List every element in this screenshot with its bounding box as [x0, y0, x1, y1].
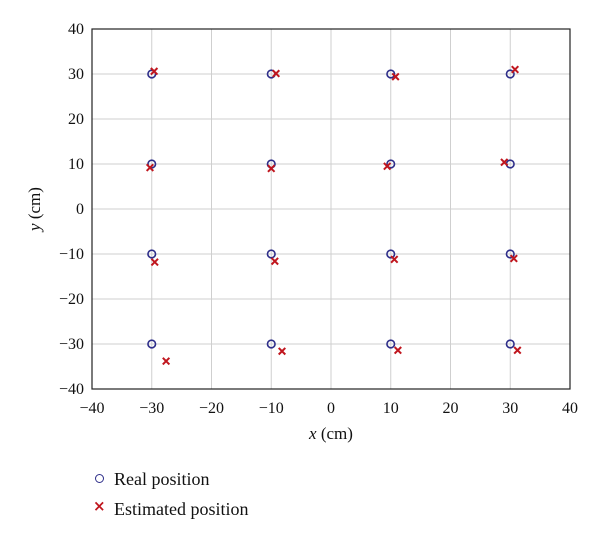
estimated-position-point [391, 72, 400, 81]
estimated-position-point [145, 163, 154, 172]
x-tick-label: −30 [139, 400, 164, 417]
y-tick-label: 10 [68, 156, 84, 173]
grid-layer [91, 28, 571, 390]
real-position-point [266, 339, 276, 349]
legend-label-estimated: Estimated position [114, 498, 249, 519]
estimated-position-point [511, 65, 520, 74]
tick-labels: −40 −30 −20 −10 0 10 20 30 40 40 30 20 10 0 −10 −20 −30 −… [59, 21, 578, 417]
x-axis-unit: (cm) [321, 424, 353, 443]
y-tick-label: 30 [68, 66, 84, 83]
real-position-point [505, 249, 515, 259]
estimated-position-point [500, 158, 509, 167]
circle-marker-icon [92, 469, 114, 489]
real-position-point [386, 69, 396, 79]
estimated-position-point [272, 69, 281, 78]
x-marker-icon: × [93, 497, 106, 515]
real-position-point [147, 339, 157, 349]
x-axis-variable: x [308, 424, 317, 443]
real-position-point [386, 249, 396, 259]
x-tick-label: 40 [562, 400, 578, 417]
real-position-point [147, 249, 157, 259]
y-axis-label: y (cm) [25, 187, 44, 233]
x-tick-label: −20 [199, 400, 224, 417]
real-position-point [147, 159, 157, 169]
x-tick-label: 20 [443, 400, 459, 417]
data-points [145, 65, 522, 366]
x-tick-label: −40 [79, 400, 104, 417]
x-tick-label: 0 [327, 400, 335, 417]
y-tick-label: 40 [68, 21, 84, 38]
estimated-position-point [277, 347, 287, 356]
estimated-position-point [150, 67, 159, 76]
real-position-point [505, 69, 515, 79]
x-tick-label: −10 [259, 400, 284, 417]
y-tick-label: −40 [59, 381, 84, 398]
legend-label-real: Real position [114, 468, 210, 489]
real-position-point [266, 249, 276, 259]
real-position-point [386, 339, 396, 349]
x-tick-label: 30 [502, 400, 518, 417]
estimated-position-point [509, 254, 518, 263]
y-tick-label: −20 [59, 291, 84, 308]
y-axis-unit: (cm) [25, 187, 44, 219]
estimated-position-point [513, 346, 522, 355]
y-tick-label: −30 [59, 336, 84, 353]
estimated-position-point [383, 162, 392, 171]
y-tick-label: −10 [59, 246, 84, 263]
legend-item-real: Real position [92, 464, 249, 494]
estimated-position-point [390, 255, 399, 264]
estimated-position-point [393, 346, 402, 355]
estimated-position-point [267, 164, 276, 173]
y-tick-label: 0 [76, 201, 84, 218]
estimated-position-point [150, 258, 159, 267]
legend-item-estimated: × Estimated position [92, 494, 249, 524]
x-tick-label: 10 [383, 400, 399, 417]
real-position-point [386, 159, 396, 169]
estimated-position-point [270, 257, 279, 266]
y-tick-label: 20 [68, 111, 84, 128]
legend: Real position × Estimated position [92, 464, 249, 524]
real-position-point [505, 339, 515, 349]
plot-frame [91, 28, 571, 390]
y-axis-variable: y [25, 223, 44, 233]
estimated-position-point [162, 357, 171, 366]
x-axis-label: x (cm) [308, 424, 353, 443]
